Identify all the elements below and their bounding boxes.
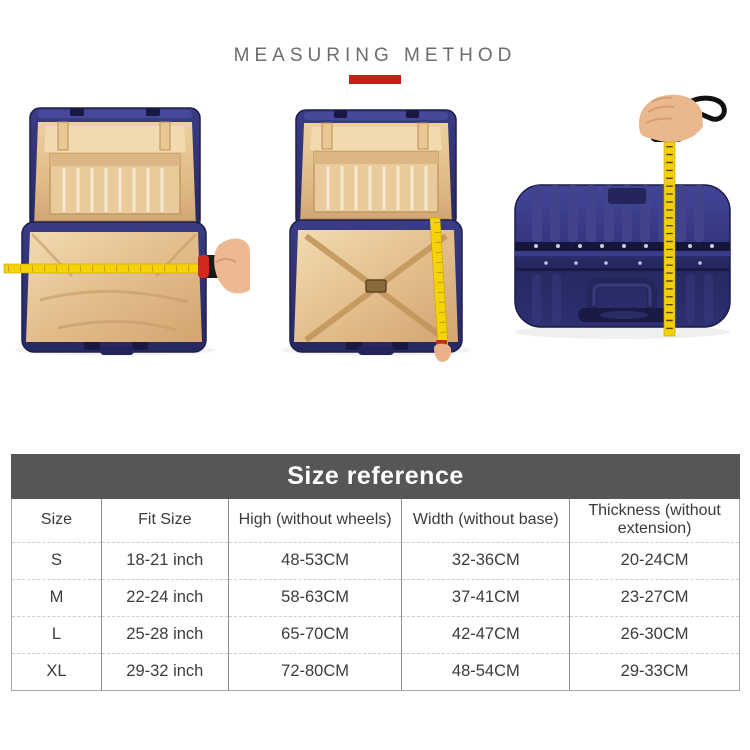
size-table-title: Size reference xyxy=(11,454,740,499)
table-cell-1: 29-32 inch xyxy=(100,652,229,690)
table-cell-3: 42-47CM xyxy=(401,615,570,653)
measuring-tape-vertical xyxy=(663,141,676,337)
table-row: XL 29-32 inch 72-80CM 48-54CM 29-33CM xyxy=(11,652,740,690)
column-header-1: Fit Size xyxy=(100,499,229,542)
page-header: MEASURING METHOD xyxy=(0,0,750,84)
column-header-4: Thickness (without extension) xyxy=(569,499,740,542)
table-cell-1: 18-21 inch xyxy=(100,541,229,579)
open-suitcase-depth-illustration xyxy=(281,109,471,362)
table-row: M 22-24 inch 58-63CM 37-41CM 23-27CM xyxy=(11,578,740,616)
table-cell-4: 29-33CM xyxy=(569,652,740,690)
size-reference-section: Size reference Size Fit Size High (without… xyxy=(11,454,740,691)
open-suitcase-width-illustration xyxy=(3,107,250,356)
table-cell-2: 65-70CM xyxy=(227,615,402,653)
title-underline xyxy=(349,75,401,84)
hand-holding-tape-end xyxy=(434,343,452,362)
open-suitcase-depth-measure-photo xyxy=(250,92,500,362)
closed-suitcase-body xyxy=(514,184,731,328)
hand-holding-tape-measure xyxy=(638,94,727,143)
table-row: L 25-28 inch 65-70CM 42-47CM 26-30CM xyxy=(11,615,740,653)
table-cell-3: 48-54CM xyxy=(401,652,570,690)
table-cell-0: L xyxy=(11,615,102,653)
open-suitcase-width-measure-photo xyxy=(0,92,250,362)
column-header-2: High (without wheels) xyxy=(227,499,402,542)
page-title: MEASURING METHOD xyxy=(233,45,517,66)
table-cell-1: 25-28 inch xyxy=(100,615,229,653)
measuring-photos xyxy=(0,92,750,362)
suitcase-base xyxy=(21,221,207,355)
measuring-tape-horizontal xyxy=(3,263,207,274)
table-cell-4: 20-24CM xyxy=(569,541,740,579)
table-cell-0: M xyxy=(11,578,102,616)
hand-holding-tape-measure xyxy=(198,238,250,294)
table-cell-4: 26-30CM xyxy=(569,615,740,653)
closed-suitcase-height-measure-photo xyxy=(490,92,750,362)
suitcase-lid xyxy=(295,109,457,229)
table-cell-0: XL xyxy=(11,652,102,690)
size-table-body: S 18-21 inch 48-53CM 32-36CM 20-24CM M 22-24 i… xyxy=(11,541,740,690)
column-header-3: Width (without base) xyxy=(401,499,570,542)
table-cell-2: 72-80CM xyxy=(227,652,402,690)
suitcase-base xyxy=(289,219,463,355)
closed-suitcase-height-illustration xyxy=(514,94,731,339)
size-table-header-row: Size Fit Size High (without wheels) Width (… xyxy=(12,499,740,542)
suitcase-handle xyxy=(587,277,657,313)
table-row: S 18-21 inch 48-53CM 32-36CM 20-24CM xyxy=(11,541,740,579)
suitcase-lid xyxy=(29,107,201,231)
column-header-0: Size xyxy=(40,511,73,529)
table-cell-0: S xyxy=(11,541,102,579)
size-reference-table: Size Fit Size High (without wheels) Width (… xyxy=(11,499,740,691)
table-cell-2: 48-53CM xyxy=(227,541,402,579)
table-cell-1: 22-24 inch xyxy=(100,578,229,616)
table-cell-2: 58-63CM xyxy=(227,578,402,616)
table-cell-4: 23-27CM xyxy=(569,578,740,616)
table-cell-3: 37-41CM xyxy=(401,578,570,616)
table-cell-3: 32-36CM xyxy=(401,541,570,579)
